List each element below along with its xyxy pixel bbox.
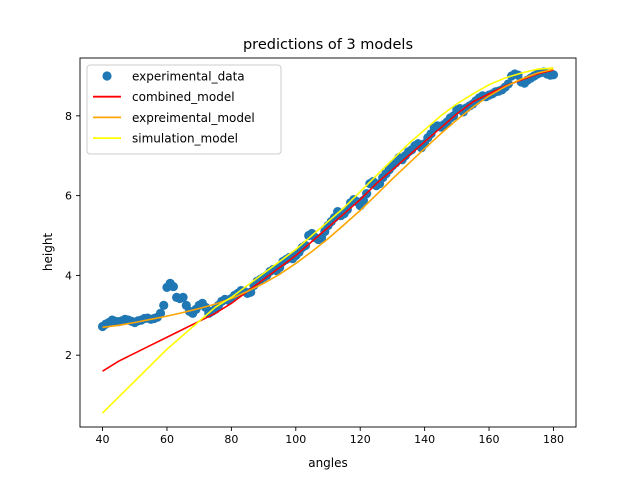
data-point xyxy=(300,240,311,251)
combined-model-legend-label: combined_model xyxy=(132,90,235,104)
combined-model-line xyxy=(102,69,554,372)
y-axis-label: height xyxy=(41,233,55,272)
experimental-data-legend-marker xyxy=(102,71,112,81)
y-tick-label: 4 xyxy=(65,269,72,282)
simulation-model-legend-label: simulation_model xyxy=(132,132,238,146)
data-point xyxy=(548,70,559,80)
x-tick-label: 180 xyxy=(543,433,564,446)
legend: experimental_data combined_model expreimen… xyxy=(86,64,282,155)
y-tick-label: 6 xyxy=(65,190,72,203)
expreimental-model-legend-label: expreimental_model xyxy=(132,111,255,125)
data-point xyxy=(155,308,166,318)
plot-marks xyxy=(97,67,559,414)
x-tick-label: 80 xyxy=(224,433,238,446)
y-tick-label: 8 xyxy=(65,110,72,123)
data-point xyxy=(178,292,188,302)
experimental-data-legend-label: experimental_data xyxy=(132,70,245,84)
x-tick-label: 160 xyxy=(479,433,500,446)
data-point xyxy=(159,300,169,310)
x-tick-label: 40 xyxy=(96,433,110,446)
chart-title: predictions of 3 models xyxy=(243,37,413,53)
plot-area xyxy=(97,67,559,414)
x-tick-label: 60 xyxy=(160,433,174,446)
expreimental-model-line xyxy=(102,68,554,329)
x-axis-label: angles xyxy=(308,456,348,470)
legend-box xyxy=(86,64,282,155)
x-tick-label: 100 xyxy=(285,433,306,446)
data-point xyxy=(168,281,178,292)
x-tick-label: 140 xyxy=(414,433,435,446)
simulation-model-line xyxy=(101,67,554,414)
axes-frame xyxy=(79,57,577,428)
axes: 40 60 80 100 120 140 160 180 2 4 6 8 xyxy=(65,57,577,446)
x-tick-label: 120 xyxy=(350,433,371,446)
y-tick-label: 2 xyxy=(65,349,72,362)
